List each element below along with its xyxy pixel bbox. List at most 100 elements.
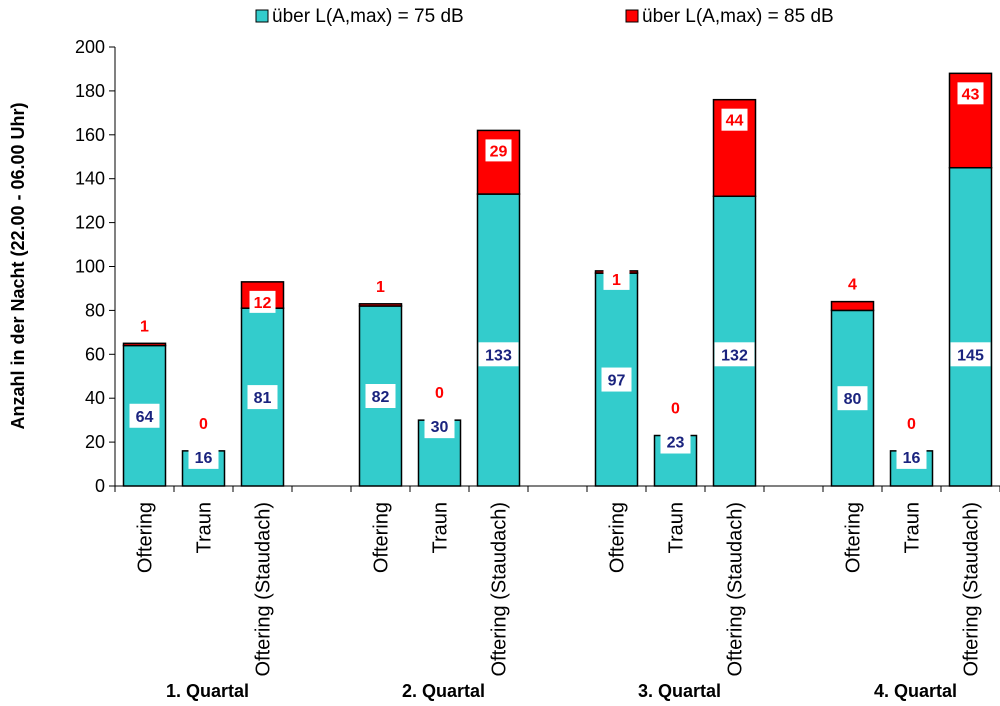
data-label-background xyxy=(190,411,217,434)
data-label-text: 1 xyxy=(612,272,621,289)
x-category-label: Oftering xyxy=(843,502,865,573)
data-label-75db: 16 xyxy=(896,444,927,469)
x-category-label: Oftering xyxy=(607,502,629,573)
y-tick-label: 160 xyxy=(75,125,105,145)
legend-swatch xyxy=(625,9,639,23)
data-label-text: 80 xyxy=(844,391,862,408)
data-label-text: 0 xyxy=(671,401,680,418)
data-label-background xyxy=(424,414,455,439)
data-label-text: 133 xyxy=(485,347,512,364)
data-label-background xyxy=(662,396,689,419)
data-label-background xyxy=(957,82,984,105)
data-label-85db: 4 xyxy=(839,272,866,295)
data-label-background xyxy=(721,108,748,131)
x-category-label: Oftering (Staudach) xyxy=(253,502,275,677)
bar-85db xyxy=(830,300,875,312)
y-axis-label: Anzahl in der Nacht (22.00 - 06.00 Uhr) xyxy=(8,102,28,429)
legend-swatch xyxy=(255,9,269,23)
data-label-text: 23 xyxy=(667,435,685,452)
data-label-text: 0 xyxy=(907,416,916,433)
x-category-label: Traun xyxy=(194,502,216,554)
data-label-75db: 30 xyxy=(424,414,455,439)
data-label-background xyxy=(365,384,396,409)
data-label-text: 43 xyxy=(962,86,980,103)
data-label-text: 44 xyxy=(726,113,744,130)
data-label-75db: 82 xyxy=(365,384,396,409)
data-label-text: 0 xyxy=(435,385,444,402)
data-label-text: 81 xyxy=(254,390,272,407)
y-tick-label: 20 xyxy=(85,432,105,452)
data-label-background xyxy=(714,342,755,367)
data-label-75db: 145 xyxy=(950,342,991,367)
data-label-text: 4 xyxy=(848,277,857,294)
x-group-label: 4. Quartal xyxy=(874,681,957,701)
y-tick-label: 80 xyxy=(85,300,105,320)
y-axis: 0 20 40 60 80 100 120 140 160 180 200 xyxy=(75,37,116,496)
data-label-background xyxy=(601,367,632,392)
x-category-label: Oftering (Staudach) xyxy=(489,502,511,677)
data-label-75db: 23 xyxy=(660,429,691,454)
data-label-85db: 0 xyxy=(426,381,453,404)
data-label-text: 145 xyxy=(957,347,984,364)
legend-entry: über L(A,max) = 85 dB xyxy=(642,6,834,27)
data-label-background xyxy=(478,342,519,367)
x-axis: Oftering Traun Oftering (Staudach) Oftering… xyxy=(114,485,1000,701)
data-label-text: 97 xyxy=(608,373,626,390)
x-group-label: 1. Quartal xyxy=(166,681,249,701)
bar-85db xyxy=(358,303,403,307)
y-tick-label: 60 xyxy=(85,344,105,364)
x-category-label: Traun xyxy=(902,502,924,554)
legend: über L(A,max) = 75 dB über L(A,max) = 85 … xyxy=(255,6,834,27)
data-label-background xyxy=(249,290,276,313)
data-label-background xyxy=(603,267,630,290)
data-label-85db: 1 xyxy=(367,274,394,297)
data-label-background xyxy=(837,386,868,411)
data-label-text: 82 xyxy=(372,389,390,406)
data-label-background xyxy=(485,139,512,162)
data-label-background xyxy=(950,342,991,367)
data-label-85db: 0 xyxy=(190,411,217,434)
x-category-label: Traun xyxy=(430,502,452,554)
data-label-background xyxy=(367,274,394,297)
legend-entry: über L(A,max) = 75 dB xyxy=(272,6,464,27)
data-label-text: 30 xyxy=(431,419,449,436)
y-tick-label: 40 xyxy=(85,388,105,408)
data-label-75db: 64 xyxy=(129,403,160,428)
data-label-text: 16 xyxy=(903,450,921,467)
x-category-label: Oftering (Staudach) xyxy=(961,502,983,677)
data-label-75db: 132 xyxy=(714,342,755,367)
data-label-text: 1 xyxy=(140,318,149,335)
y-tick-label: 120 xyxy=(75,213,105,233)
data-label-background xyxy=(131,314,158,337)
data-label-background xyxy=(896,444,927,469)
data-label-text: 0 xyxy=(199,416,208,433)
x-category-label: Oftering xyxy=(135,502,157,573)
y-tick-label: 140 xyxy=(75,169,105,189)
y-tick-label: 0 xyxy=(95,476,105,496)
data-label-85db: 12 xyxy=(249,290,276,313)
bar-85db xyxy=(122,342,167,347)
data-label-75db: 81 xyxy=(247,385,278,410)
y-tick-label: 100 xyxy=(75,257,105,277)
x-group-label: 3. Quartal xyxy=(638,681,721,701)
bars: 64 1 16 0 81 12 82 1 30 0 133 29 97 1 23 0 132 44 80 4 16 0 14… xyxy=(122,72,993,487)
data-label-background xyxy=(898,411,925,434)
data-label-background xyxy=(188,444,219,469)
data-label-text: 12 xyxy=(254,295,272,312)
y-tick-label: 180 xyxy=(75,81,105,101)
data-label-85db: 0 xyxy=(898,411,925,434)
data-label-text: 64 xyxy=(136,409,154,426)
data-label-background xyxy=(426,381,453,404)
x-category-label: Oftering (Staudach) xyxy=(725,502,747,677)
data-label-background xyxy=(839,272,866,295)
bar-75db xyxy=(948,166,993,487)
bar-75db xyxy=(712,195,757,487)
data-label-85db: 1 xyxy=(131,314,158,337)
data-label-85db: 43 xyxy=(957,82,984,105)
bar-75db xyxy=(476,193,521,487)
data-label-text: 29 xyxy=(490,143,508,160)
x-category-label: Oftering xyxy=(371,502,393,573)
data-label-75db: 16 xyxy=(188,444,219,469)
data-label-85db: 0 xyxy=(662,396,689,419)
